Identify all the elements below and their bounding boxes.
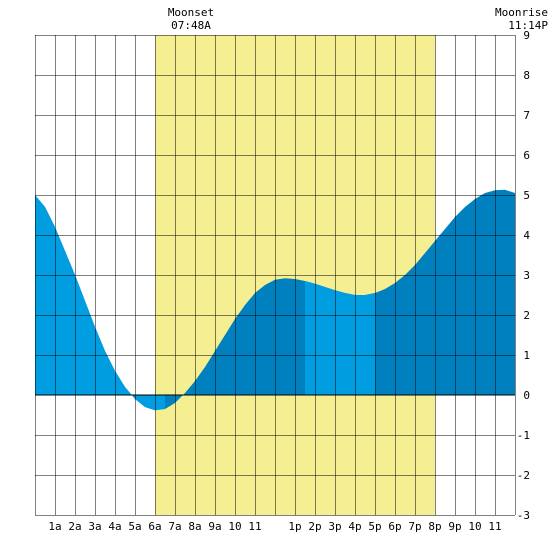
- x-tick-label: 7p: [408, 520, 421, 533]
- x-tick-label: 5a: [128, 520, 141, 533]
- y-tick-label: 6: [523, 149, 530, 162]
- x-tick-label: 9a: [208, 520, 221, 533]
- y-tick-label: 9: [523, 29, 530, 42]
- x-tick-label: 8a: [188, 520, 201, 533]
- annotation-label-0: Moonset: [168, 6, 214, 19]
- x-tick-label: 4a: [108, 520, 121, 533]
- x-tick-label: 1a: [48, 520, 61, 533]
- x-tick-label: 1p: [288, 520, 301, 533]
- annotation-time-0: 07:48A: [171, 19, 211, 32]
- y-tick-label: -2: [517, 469, 530, 482]
- annotation-label-1: Moonrise: [495, 6, 548, 19]
- y-tick-label: 8: [523, 69, 530, 82]
- x-tick-label: 4p: [348, 520, 361, 533]
- x-tick-label: 11: [488, 520, 501, 533]
- y-tick-label: 5: [523, 189, 530, 202]
- x-tick-label: 10: [228, 520, 241, 533]
- x-tick-label: 6a: [148, 520, 161, 533]
- y-tick-label: 3: [523, 269, 530, 282]
- x-tick-label: 3p: [328, 520, 341, 533]
- y-tick-label: 7: [523, 109, 530, 122]
- x-tick-label: 2p: [308, 520, 321, 533]
- y-tick-label: -3: [517, 509, 530, 522]
- y-tick-label: 0: [523, 389, 530, 402]
- x-tick-label: 9p: [448, 520, 461, 533]
- y-tick-label: 1: [523, 349, 530, 362]
- x-tick-label: 11: [248, 520, 261, 533]
- x-tick-label: 6p: [388, 520, 401, 533]
- y-tick-label: -1: [517, 429, 530, 442]
- x-tick-label: 5p: [368, 520, 381, 533]
- y-tick-label: 4: [523, 229, 530, 242]
- x-tick-label: 7a: [168, 520, 181, 533]
- x-tick-label: 10: [468, 520, 481, 533]
- x-tick-label: 8p: [428, 520, 441, 533]
- grid-lines: [34, 34, 516, 516]
- x-tick-label: 3a: [88, 520, 101, 533]
- y-tick-label: 2: [523, 309, 530, 322]
- x-tick-label: 2a: [68, 520, 81, 533]
- annotation-time-1: 11:14P: [508, 19, 548, 32]
